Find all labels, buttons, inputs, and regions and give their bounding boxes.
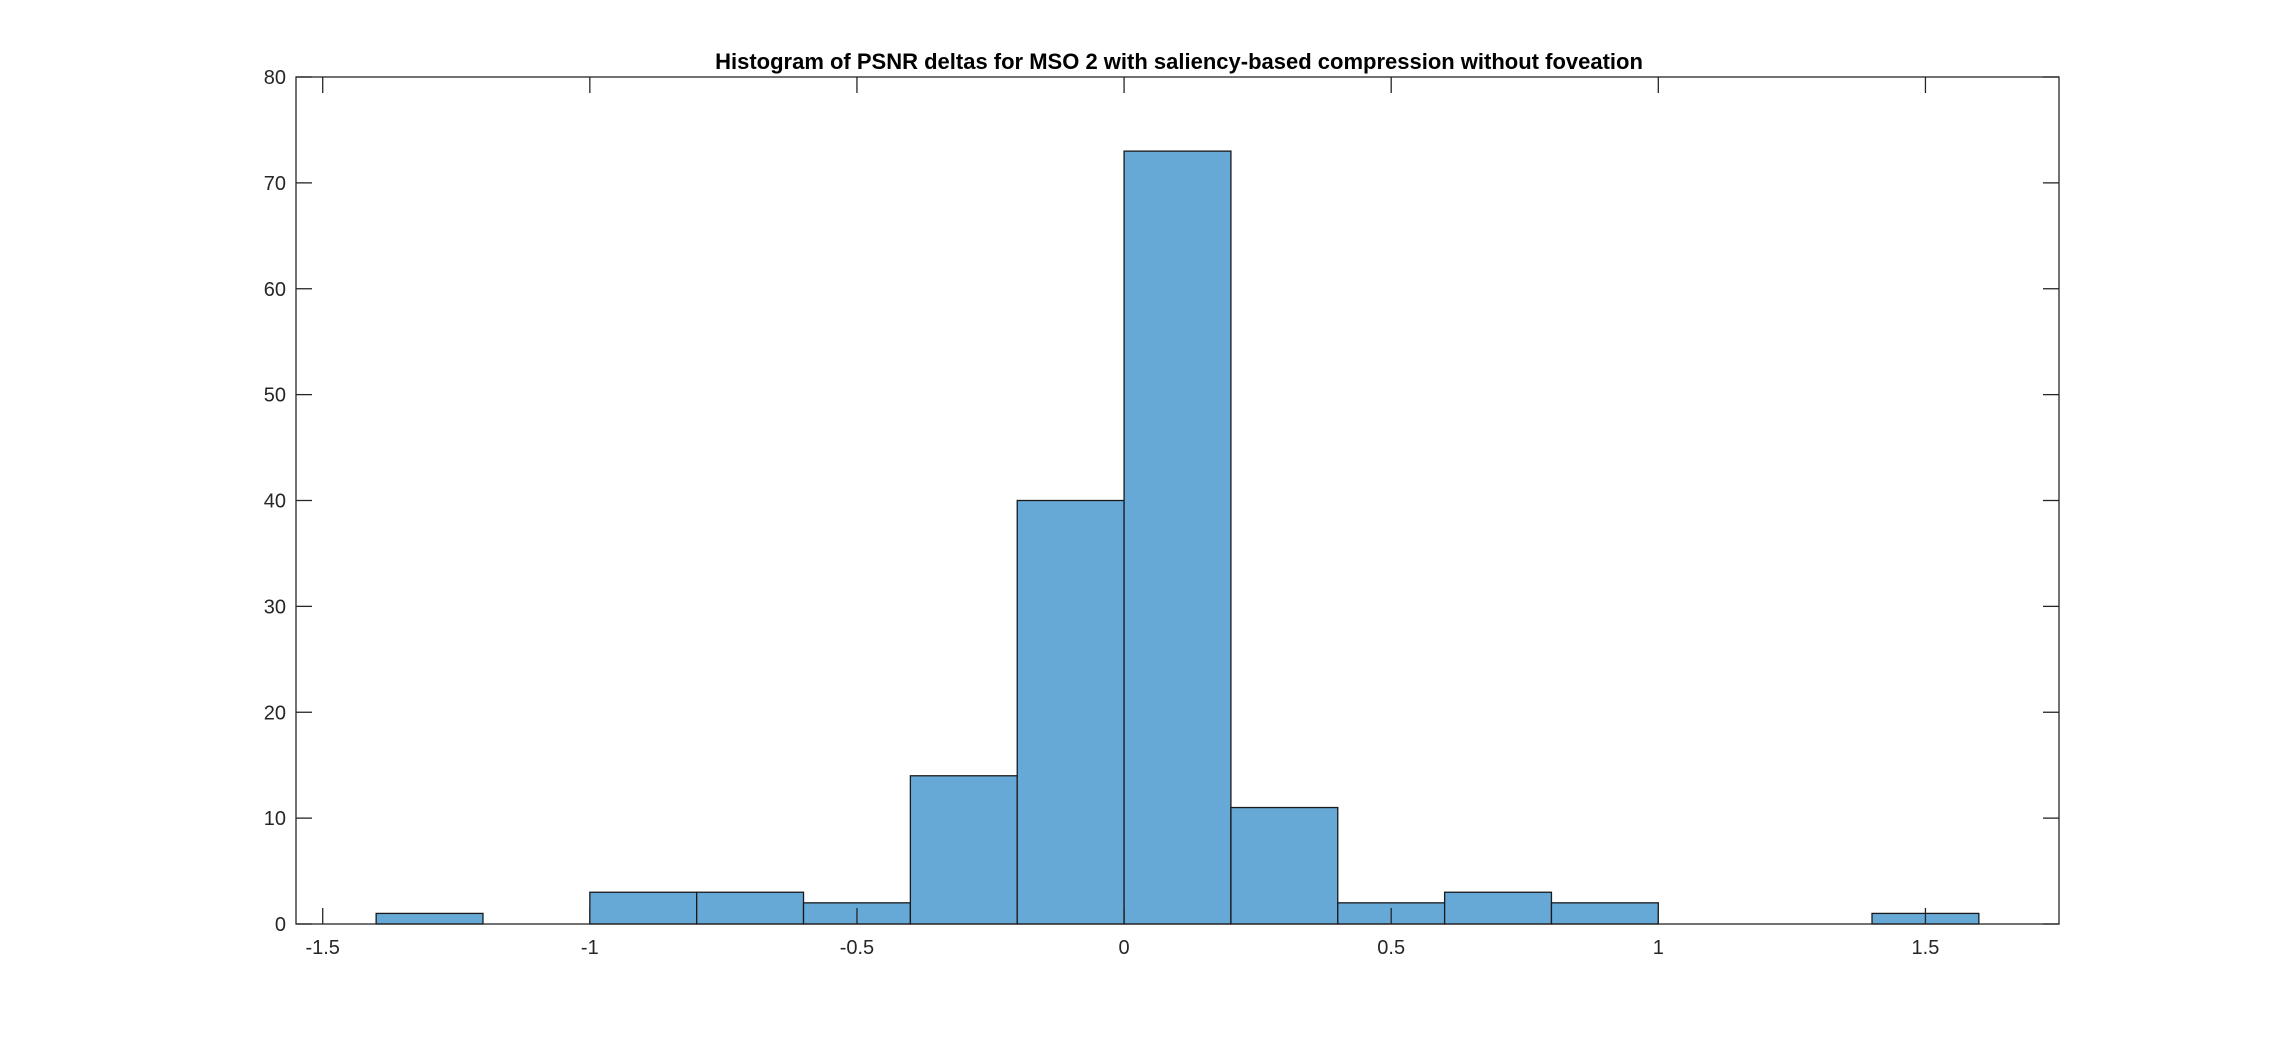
histogram-bar	[1443, 891, 1553, 925]
x-tick-label: -1.5	[305, 937, 339, 959]
x-tick-label: -1	[581, 937, 599, 959]
x-tick-label: -0.5	[840, 937, 874, 959]
y-tick-label: 10	[264, 808, 286, 830]
y-tick-label: 0	[275, 914, 286, 936]
y-tick-label: 50	[264, 385, 286, 407]
histogram-bar	[909, 775, 1018, 925]
x-tick-label: 0.5	[1377, 937, 1405, 959]
y-tick-label: 30	[264, 596, 286, 618]
y-tick-label: 70	[264, 173, 286, 195]
chart-title: Histogram of PSNR deltas for MSO 2 with …	[715, 49, 1643, 74]
histogram-bar	[375, 912, 484, 925]
x-tick-label: 0	[1119, 937, 1130, 959]
ticks-layer	[296, 76, 2059, 925]
histogram-bar	[1123, 150, 1232, 925]
y-tick-label: 20	[264, 702, 286, 724]
y-tick-label: 80	[264, 67, 286, 89]
tick-labels-layer: -1.5 -1 -0.5 0 0.5 1 1.5 0 10 20 30 40 50 60 70 80	[264, 67, 1940, 959]
histogram-bar	[696, 891, 805, 925]
y-tick-label: 40	[264, 491, 286, 513]
bars-layer	[375, 150, 1980, 925]
y-tick-label: 60	[264, 279, 286, 301]
x-tick-label: 1	[1653, 937, 1664, 959]
histogram-bar	[1550, 902, 1659, 925]
histogram-bar	[589, 891, 698, 925]
x-tick-label: 1.5	[1912, 937, 1940, 959]
histogram-bar	[1016, 499, 1125, 925]
histogram-bar	[1230, 806, 1339, 925]
